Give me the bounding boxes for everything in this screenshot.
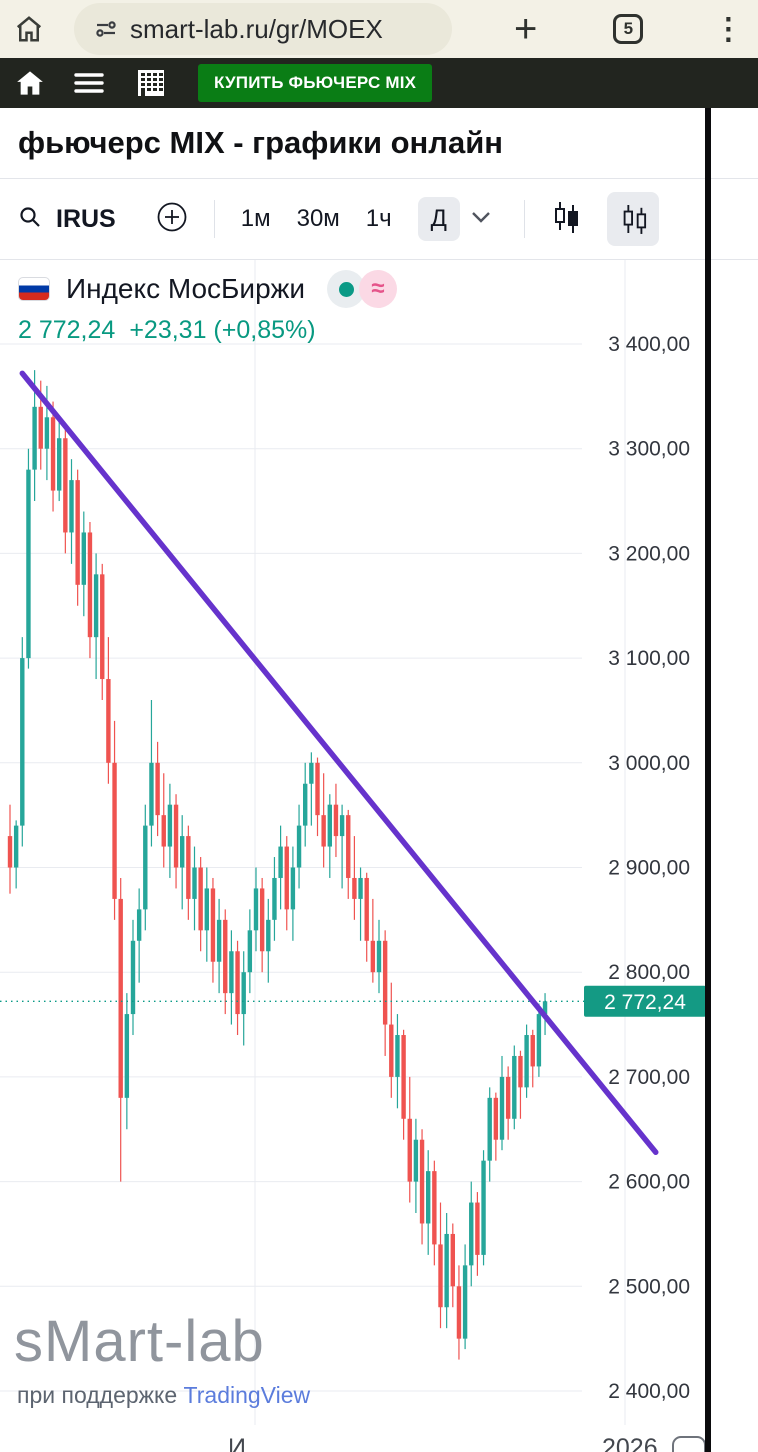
- svg-text:2 600,00: 2 600,00: [608, 1171, 690, 1194]
- instrument-name: Индекс МосБиржи: [66, 273, 306, 304]
- browser-home-icon[interactable]: [14, 14, 44, 44]
- svg-text:3 400,00: 3 400,00: [608, 333, 690, 356]
- legend-toggles: ≈: [327, 270, 398, 308]
- price-row: 2 772,24 +23,31 (+0,85%): [18, 316, 316, 345]
- page-title: фьючерс MIX - графики онлайн: [18, 125, 503, 160]
- timeframe-1h[interactable]: 1ч: [365, 205, 392, 232]
- menu-icon[interactable]: [74, 72, 104, 94]
- home-icon[interactable]: [16, 70, 44, 96]
- chart-region[interactable]: 3 400,00 3 300,00 3 200,00 3 100,00 3 000,00…: [0, 260, 758, 1452]
- price-change: +23,31 (+0,85%): [129, 316, 316, 344]
- timeframe-30m[interactable]: 30м: [296, 205, 340, 232]
- candles-toggle-icon[interactable]: [327, 270, 366, 308]
- hollow-candles-style-icon[interactable]: [606, 192, 659, 246]
- russia-flag-icon: [18, 277, 50, 301]
- svg-text:2 500,00: 2 500,00: [608, 1275, 690, 1298]
- candlestick-chart[interactable]: 3 400,00 3 300,00 3 200,00 3 100,00 3 000,00…: [0, 260, 758, 1452]
- tradingview-link[interactable]: TradingView: [183, 1382, 311, 1408]
- toolbar-divider: [213, 200, 215, 238]
- chart-legend: Индекс МосБиржи ≈: [18, 270, 398, 308]
- svg-text:3 200,00: 3 200,00: [608, 542, 690, 565]
- symbol-label: IRUS: [56, 204, 116, 233]
- svg-text:3 100,00: 3 100,00: [608, 647, 690, 670]
- browser-menu-icon[interactable]: ⋮: [713, 12, 744, 46]
- svg-text:2 900,00: 2 900,00: [608, 857, 690, 880]
- time-axis-label: И: [228, 1434, 246, 1452]
- svg-text:2 772,24: 2 772,24: [604, 991, 686, 1014]
- powered-prefix: при поддержке: [17, 1382, 178, 1408]
- calendar-icon[interactable]: [672, 1436, 706, 1452]
- svg-text:2 700,00: 2 700,00: [608, 1066, 690, 1089]
- svg-text:2 800,00: 2 800,00: [608, 961, 690, 984]
- last-price: 2 772,24: [18, 316, 116, 344]
- tab-counter[interactable]: 5: [613, 14, 644, 44]
- time-axis-label: 2026: [602, 1434, 658, 1452]
- url-bar[interactable]: smart-lab.ru/gr/MOEX: [74, 3, 452, 55]
- timeframe-1m[interactable]: 1м: [240, 205, 271, 232]
- building-icon[interactable]: [134, 68, 168, 98]
- time-axis: И 2026: [0, 260, 758, 1452]
- url-text: smart-lab.ru/gr/MOEX: [130, 13, 383, 44]
- watermark-brand: sMart-lab: [14, 1309, 265, 1374]
- timeframe-day-selected[interactable]: Д: [417, 197, 460, 241]
- symbol-search[interactable]: IRUS: [18, 205, 116, 234]
- page-edge-line: [705, 108, 711, 1452]
- site-settings-icon[interactable]: [94, 17, 118, 41]
- powered-by: при поддержке TradingView: [17, 1382, 310, 1409]
- new-tab-icon[interactable]: +: [514, 7, 538, 51]
- search-icon: [18, 205, 42, 234]
- svg-text:3 300,00: 3 300,00: [608, 438, 690, 461]
- site-navbar: КУПИТЬ ФЬЮЧЕРС MIX: [0, 58, 758, 108]
- line-toggle-icon[interactable]: ≈: [359, 270, 398, 308]
- browser-chrome: smart-lab.ru/gr/MOEX + 5 ⋮: [0, 0, 758, 58]
- compare-add-icon[interactable]: [156, 201, 188, 238]
- chevron-down-icon[interactable]: [470, 210, 492, 229]
- svg-text:3 000,00: 3 000,00: [608, 752, 690, 775]
- buy-futures-button[interactable]: КУПИТЬ ФЬЮЧЕРС MIX: [198, 64, 433, 102]
- toolbar-divider: [523, 200, 525, 238]
- candlestick-style-icon[interactable]: [551, 200, 581, 239]
- chart-toolbar: IRUS 1м 30м 1ч Д: [0, 178, 758, 260]
- svg-text:2 400,00: 2 400,00: [608, 1380, 690, 1403]
